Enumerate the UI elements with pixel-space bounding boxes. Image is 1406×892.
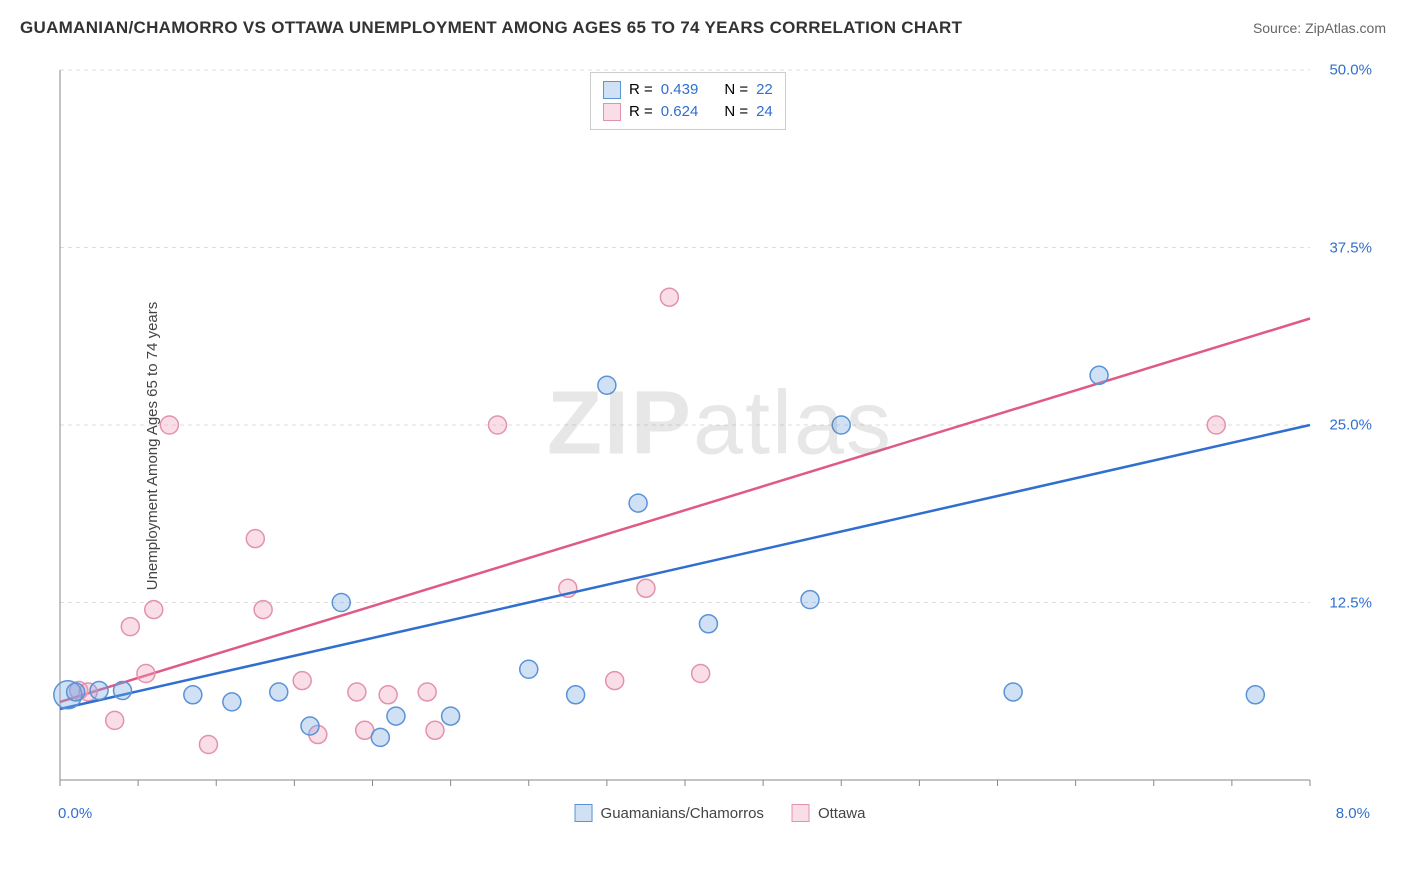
y-tick-label: 37.5% [1329, 239, 1372, 256]
legend-row-pink: R = 0.624 N = 24 [603, 101, 773, 123]
n-value-pink: 24 [756, 101, 773, 123]
n-label: N = [724, 79, 748, 101]
swatch-blue [575, 804, 593, 822]
scatter-svg [50, 50, 1390, 830]
n-label: N = [724, 101, 748, 123]
n-value-blue: 22 [756, 79, 773, 101]
series-label-blue: Guamanians/Chamorros [601, 805, 764, 822]
swatch-pink [792, 804, 810, 822]
r-value-blue: 0.439 [661, 79, 699, 101]
x-axis-max-label: 8.0% [1336, 805, 1370, 822]
r-label: R = [629, 101, 653, 123]
legend-item-pink: Ottawa [792, 804, 866, 822]
series-legend: Guamanians/Chamorros Ottawa [575, 804, 866, 822]
chart-title: GUAMANIAN/CHAMORRO VS OTTAWA UNEMPLOYMEN… [20, 18, 962, 38]
source-label: Source: ZipAtlas.com [1253, 20, 1386, 36]
swatch-pink [603, 103, 621, 121]
r-value-pink: 0.624 [661, 101, 699, 123]
y-tick-label: 50.0% [1329, 62, 1372, 79]
series-label-pink: Ottawa [818, 805, 866, 822]
correlation-legend: R = 0.439 N = 22 R = 0.624 N = 24 [590, 72, 786, 130]
swatch-blue [603, 81, 621, 99]
legend-row-blue: R = 0.439 N = 22 [603, 79, 773, 101]
legend-item-blue: Guamanians/Chamorros [575, 804, 764, 822]
plot-area: ZIPatlas R = 0.439 N = 22 R = 0.624 N = … [50, 50, 1390, 830]
x-axis-origin-label: 0.0% [58, 805, 92, 822]
y-tick-label: 25.0% [1329, 417, 1372, 434]
r-label: R = [629, 79, 653, 101]
y-tick-label: 12.5% [1329, 594, 1372, 611]
